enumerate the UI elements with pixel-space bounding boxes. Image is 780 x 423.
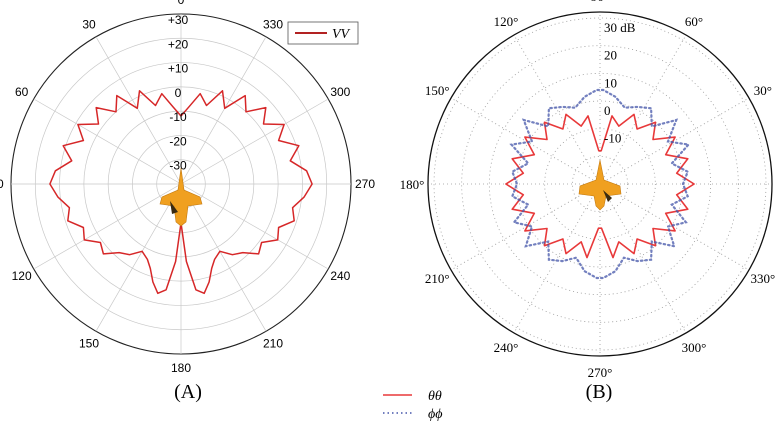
- radial-tick-label: 0: [604, 103, 611, 118]
- angular-gridline: [95, 183, 182, 332]
- panel-label-b: (B): [586, 381, 613, 403]
- legend-label-vv: VV: [332, 27, 351, 42]
- angular-gridline: [599, 34, 687, 185]
- angle-tick-label: 270: [355, 177, 375, 191]
- angular-gridline: [180, 183, 267, 332]
- series-line-thetatheta: [505, 113, 695, 259]
- legend-a: VV: [287, 21, 359, 45]
- radial-ticks-b: 30 dB 20 10 0 -10: [604, 20, 636, 146]
- angular-gridline: [33, 183, 182, 270]
- angle-tick-label: 270°: [588, 365, 613, 380]
- radial-tick-label: 10: [604, 75, 617, 90]
- radial-tick-label: +10: [168, 62, 189, 76]
- legend-label-phi: ϕϕ: [428, 407, 443, 422]
- angle-tick-label: 120°: [494, 14, 519, 29]
- radial-tick-label: -30: [169, 159, 187, 173]
- angular-gridline: [33, 98, 182, 185]
- angle-tick-label: 180: [171, 361, 191, 375]
- polar-chart-a: 0 30 60 90 120 150 180 210 240 270 300 330 +30 +20 +1…: [0, 0, 375, 403]
- radial-tick-label: +20: [168, 37, 189, 51]
- angle-ticks-a: 0 30 60 90 120 150 180 210 240 270 300 330: [0, 0, 375, 375]
- angle-tick-label: 120: [12, 269, 32, 283]
- angular-gridline: [599, 183, 750, 271]
- radial-tick-label: 0: [175, 86, 182, 100]
- angular-gridline: [180, 183, 329, 270]
- aircraft-icon: [159, 167, 203, 227]
- angle-tick-label: 150: [79, 336, 99, 350]
- angle-tick-label: 0: [178, 0, 185, 7]
- aircraft-icon: [578, 159, 622, 211]
- angle-tick-label: 240°: [494, 340, 519, 355]
- angle-tick-label: 180°: [400, 177, 425, 192]
- radial-tick-label: -10: [604, 131, 621, 146]
- angle-tick-label: 150°: [425, 83, 450, 98]
- angle-tick-label: 300: [330, 85, 350, 99]
- angular-gridline: [599, 183, 687, 334]
- angular-gridline: [180, 98, 329, 185]
- angle-tick-label: 90°: [591, 0, 609, 4]
- angular-gridline: [599, 97, 750, 185]
- radial-tick-label: +30: [168, 13, 189, 27]
- radial-gridline: [461, 45, 739, 323]
- angle-tick-label: 240: [330, 269, 350, 283]
- angle-tick-label: 210: [263, 336, 283, 350]
- angle-tick-label: 60°: [685, 14, 703, 29]
- radial-tick-label: 30 dB: [604, 20, 636, 35]
- legend-label-theta: θθ: [428, 389, 442, 404]
- angular-gridline: [450, 97, 601, 185]
- radial-tick-label: 20: [604, 48, 617, 63]
- angle-tick-label: 90: [0, 177, 4, 191]
- radial-gridline: [488, 72, 712, 296]
- angle-tick-label: 210°: [425, 271, 450, 286]
- angle-ticks-b: 0°30°60°90°120°150°180°210°240°270°300°3…: [400, 0, 776, 380]
- grid-a: [10, 13, 352, 355]
- radial-gridline: [544, 128, 656, 240]
- radial-tick-label: -10: [169, 110, 187, 124]
- grid-b: [427, 11, 773, 357]
- series-b: [505, 88, 695, 280]
- polar-chart-b: 0°30°60°90°120°150°180°210°240°270°300°3…: [400, 0, 776, 403]
- angular-gridline: [513, 34, 601, 185]
- angular-gridline: [450, 183, 601, 271]
- angular-gridline: [180, 36, 267, 185]
- outer-ring: [427, 11, 773, 357]
- legend-b: θθ ϕϕ: [383, 389, 443, 422]
- radial-gridline: [433, 17, 767, 351]
- angle-tick-label: 300°: [682, 340, 707, 355]
- radial-ticks-a: +30 +20 +10 0 -10 -20 -30: [168, 13, 189, 173]
- angular-gridline: [95, 36, 182, 185]
- angle-tick-label: 330: [263, 18, 283, 32]
- series-line-phiphi: [509, 88, 691, 280]
- angle-tick-label: 30: [82, 18, 96, 32]
- angle-tick-label: 60: [15, 85, 29, 99]
- angular-gridline: [513, 183, 601, 334]
- angle-tick-label: 30°: [754, 83, 772, 98]
- angle-tick-label: 330°: [750, 271, 775, 286]
- radial-tick-label: -20: [169, 134, 187, 148]
- panel-label-a: (A): [174, 381, 202, 403]
